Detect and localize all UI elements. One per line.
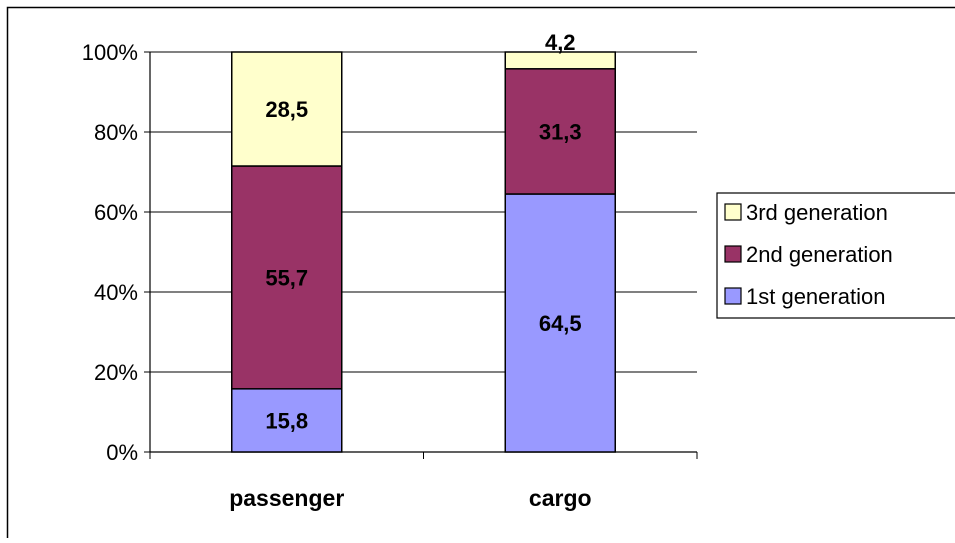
legend-label: 3rd generation [746, 200, 888, 225]
legend-swatch [725, 204, 741, 220]
y-tick-label: 20% [94, 360, 138, 385]
legend-swatch [725, 246, 741, 262]
y-tick-label: 0% [106, 440, 138, 465]
data-label: 4,2 [545, 30, 576, 55]
data-label: 28,5 [265, 97, 308, 122]
y-tick-label: 40% [94, 280, 138, 305]
legend-label: 1st generation [746, 284, 885, 309]
y-tick-label: 100% [82, 40, 138, 65]
legend-label: 2nd generation [746, 242, 893, 267]
legend: 3rd generation 2nd generation 1st generati… [717, 193, 955, 318]
legend-swatch [725, 288, 741, 304]
data-label: 55,7 [265, 265, 308, 290]
y-tick-label: 60% [94, 200, 138, 225]
data-label: 15,8 [265, 408, 308, 433]
data-label: 64,5 [539, 311, 582, 336]
data-label: 31,3 [539, 119, 582, 144]
x-tick-label: cargo [529, 485, 592, 511]
y-tick-label: 80% [94, 120, 138, 145]
x-tick-label: passenger [229, 485, 344, 511]
